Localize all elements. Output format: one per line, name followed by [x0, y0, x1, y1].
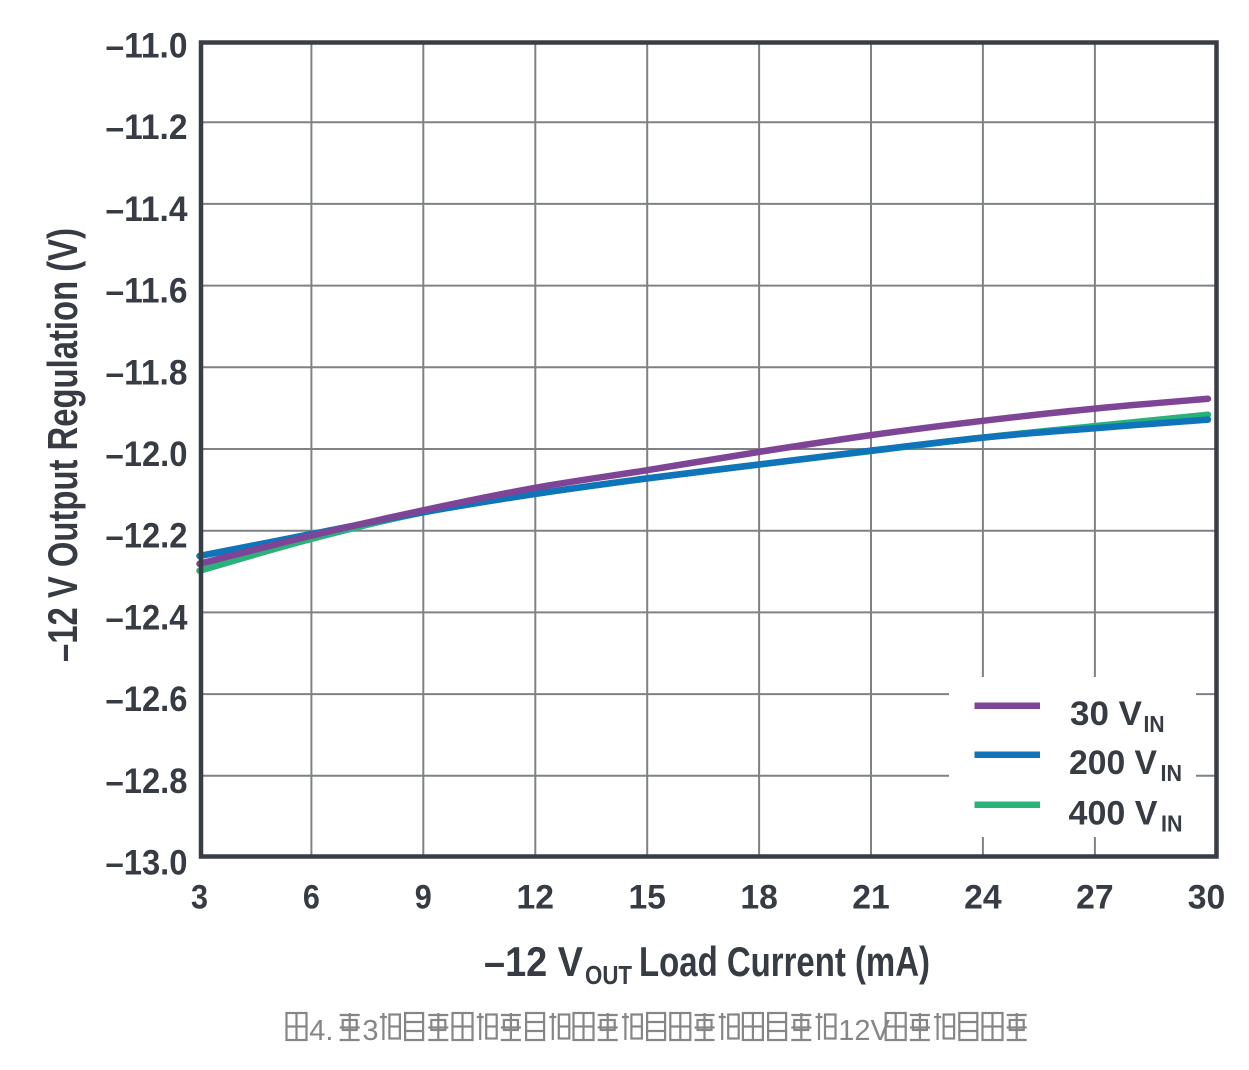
svg-text:400 V: 400 V: [1069, 795, 1158, 833]
svg-text:–11.4: –11.4: [106, 189, 188, 229]
svg-text:30: 30: [1188, 879, 1226, 917]
svg-text:–11.6: –11.6: [106, 271, 188, 311]
svg-text:27: 27: [1076, 879, 1114, 917]
svg-text:30 V: 30 V: [1070, 695, 1142, 733]
svg-text:IN: IN: [1161, 760, 1183, 786]
svg-text:–12.6: –12.6: [106, 679, 188, 719]
svg-text:–13.0: –13.0: [106, 843, 188, 883]
svg-text:12: 12: [517, 879, 555, 917]
svg-text:15: 15: [628, 879, 666, 917]
svg-text:IN: IN: [1144, 711, 1165, 737]
svg-text:21: 21: [852, 879, 890, 917]
svg-text:–12.4: –12.4: [106, 597, 188, 637]
svg-text:Load Current (mA): Load Current (mA): [639, 938, 930, 985]
svg-text:OUT: OUT: [585, 960, 632, 990]
svg-text:3: 3: [191, 879, 208, 917]
svg-text:4.: 4.: [309, 1015, 333, 1047]
svg-text:–12.8: –12.8: [106, 761, 188, 801]
svg-text:–11.8: –11.8: [106, 352, 188, 392]
svg-text:–12.0: –12.0: [106, 434, 188, 474]
svg-text:IN: IN: [1161, 811, 1183, 837]
svg-text:200 V: 200 V: [1069, 744, 1157, 782]
svg-text:–11.0: –11.0: [106, 26, 188, 66]
svg-text:–12.2: –12.2: [106, 516, 188, 556]
svg-text:24: 24: [964, 879, 1002, 917]
svg-text:3: 3: [362, 1015, 378, 1047]
svg-text:9: 9: [415, 879, 432, 917]
svg-text:–11.2: –11.2: [106, 107, 188, 147]
svg-text:6: 6: [303, 879, 320, 917]
svg-text:–12 V: –12 V: [484, 938, 583, 985]
svg-text:12V: 12V: [838, 1015, 890, 1047]
svg-text:18: 18: [740, 879, 778, 917]
svg-text:–12 V Output Regulation (V): –12 V Output Regulation (V): [39, 228, 86, 662]
